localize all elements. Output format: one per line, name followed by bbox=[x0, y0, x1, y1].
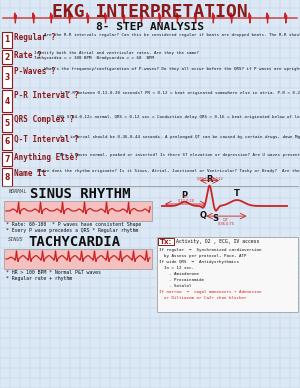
Text: P-R Interval ?: P-R Interval ? bbox=[14, 91, 79, 100]
Text: P-R
0.12-0.20: P-R 0.12-0.20 bbox=[177, 195, 194, 203]
Text: 6: 6 bbox=[4, 137, 10, 147]
Text: * Regular rate + rhythm: * Regular rate + rhythm bbox=[6, 276, 72, 281]
Text: 8- STEP ANALYSIS: 8- STEP ANALYSIS bbox=[96, 22, 204, 32]
Text: P-Waves ?: P-Waves ? bbox=[14, 67, 56, 76]
Bar bbox=[157, 237, 298, 312]
Text: In > 12 sec.: In > 12 sec. bbox=[159, 266, 194, 270]
Text: If narrow  →  vagal maneuvers + Adenosine: If narrow → vagal maneuvers + Adenosine bbox=[159, 290, 262, 294]
Text: by Assess per protocol, Pace, ATP: by Assess per protocol, Pace, ATP bbox=[159, 254, 247, 258]
Text: S: S bbox=[213, 214, 219, 223]
Text: EKG INTERPRETATION: EKG INTERPRETATION bbox=[52, 3, 248, 21]
Bar bbox=[4, 201, 152, 221]
Text: 5: 5 bbox=[4, 118, 10, 128]
Text: 2: 2 bbox=[4, 52, 10, 62]
Text: * Every P wave precedes a QRS * Regular rhythm: * Every P wave precedes a QRS * Regular … bbox=[6, 228, 138, 233]
Text: P: P bbox=[182, 191, 188, 200]
FancyBboxPatch shape bbox=[2, 134, 12, 150]
Text: SINUS RHYTHM: SINUS RHYTHM bbox=[30, 187, 130, 201]
Text: If regular  →  Synchronized cardioversion: If regular → Synchronized cardioversion bbox=[159, 248, 262, 252]
FancyBboxPatch shape bbox=[2, 90, 12, 112]
Text: Is P-R between 0.12-0.20 seconds? PR < 0.12 = beat originated somewhere else in : Is P-R between 0.12-0.20 seconds? PR < 0… bbox=[60, 91, 300, 95]
FancyBboxPatch shape bbox=[2, 168, 12, 186]
FancyBboxPatch shape bbox=[2, 114, 12, 132]
Text: 1: 1 bbox=[4, 35, 10, 45]
Text: 7: 7 bbox=[4, 154, 10, 163]
FancyBboxPatch shape bbox=[2, 32, 12, 48]
Text: Where does the rhythm originate? Is it Sinus, Atrial, Junctional or Ventricular?: Where does the rhythm originate? Is it S… bbox=[38, 169, 300, 173]
Text: Q: Q bbox=[200, 211, 207, 220]
Text: What's the frequency/configuration of P-waves? Do they all occur before the QRS?: What's the frequency/configuration of P-… bbox=[44, 67, 300, 71]
Bar bbox=[4, 249, 152, 269]
Text: TACHYCARDIA: TACHYCARDIA bbox=[28, 235, 120, 249]
Text: QRS 0.04-0.12= normal. QRS > 0.12 sec = Conduction delay QRS > 0.16 = beat origi: QRS 0.04-0.12= normal. QRS > 0.12 sec = … bbox=[57, 115, 300, 119]
Text: * HR > 100 BPM * Normal P&T waves: * HR > 100 BPM * Normal P&T waves bbox=[6, 270, 101, 275]
Text: Activity, O2 , ECG, IV access: Activity, O2 , ECG, IV access bbox=[176, 239, 260, 244]
Text: - Procainamide: - Procainamide bbox=[159, 278, 204, 282]
Text: 4: 4 bbox=[4, 97, 10, 106]
Text: T: T bbox=[234, 189, 240, 198]
Text: Q-T Interval ?: Q-T Interval ? bbox=[14, 135, 79, 144]
Text: Tx:: Tx: bbox=[160, 239, 172, 244]
Text: or Diltiazem or Ca2+ chan blocker: or Diltiazem or Ca2+ chan blocker bbox=[159, 296, 247, 300]
Text: Name It: Name It bbox=[14, 169, 46, 178]
Text: R: R bbox=[206, 175, 213, 184]
Text: 8: 8 bbox=[4, 173, 10, 182]
Text: - Sotalol: - Sotalol bbox=[159, 284, 191, 288]
FancyBboxPatch shape bbox=[2, 50, 12, 64]
Text: * Rate: 60-100  * P waves have consistent Shape: * Rate: 60-100 * P waves have consistent… bbox=[6, 222, 141, 227]
Text: Identify both the Atrial and ventricular rates. Are they the same?
Tachycardia =: Identify both the Atrial and ventricular… bbox=[34, 51, 199, 60]
Text: NORMAL: NORMAL bbox=[8, 189, 27, 194]
FancyBboxPatch shape bbox=[2, 66, 12, 88]
Text: 3: 3 bbox=[4, 73, 10, 81]
Text: Q-T
0.36-0.75: Q-T 0.36-0.75 bbox=[217, 217, 234, 226]
Text: Regular ?: Regular ? bbox=[14, 33, 56, 42]
Text: If wide QRS  →  Antidysrhythmics: If wide QRS → Antidysrhythmics bbox=[159, 260, 239, 264]
Text: Q-T interval should be 0.36-0.44 seconds. A prolonged QT can be caused by certai: Q-T interval should be 0.36-0.44 seconds… bbox=[60, 135, 300, 139]
Text: Are the R-R intervals regular? Can this be considered regular if beats are dropp: Are the R-R intervals regular? Can this … bbox=[44, 33, 300, 37]
Text: Anything Else?: Anything Else? bbox=[14, 153, 79, 162]
Text: QRS Complex ?: QRS Complex ? bbox=[14, 115, 74, 124]
Text: Are T waves normal, peaked or inverted? Is there ST elevation or depression? Are: Are T waves normal, peaked or inverted? … bbox=[60, 153, 300, 157]
FancyBboxPatch shape bbox=[158, 238, 174, 245]
Text: - Amiodarone: - Amiodarone bbox=[159, 272, 199, 276]
Text: QRS - 0.04-0.12: QRS - 0.04-0.12 bbox=[196, 176, 222, 180]
FancyBboxPatch shape bbox=[2, 152, 12, 166]
Text: SINUS: SINUS bbox=[8, 237, 24, 242]
Text: Rate ?: Rate ? bbox=[14, 51, 42, 60]
